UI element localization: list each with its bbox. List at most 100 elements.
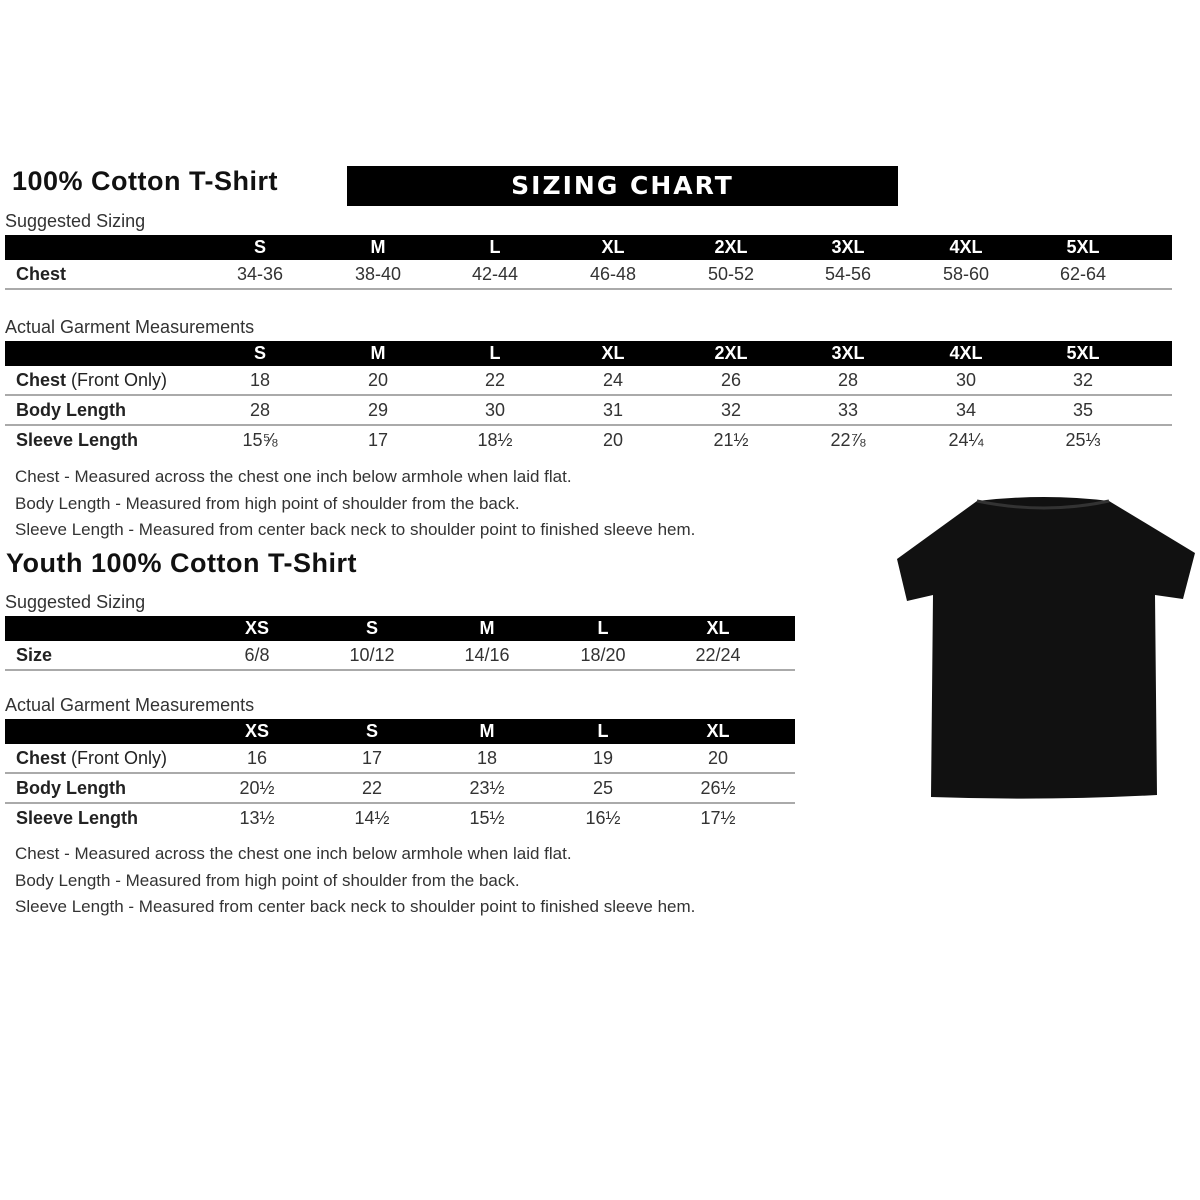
note-chest: Chest - Measured across the chest one in…: [15, 844, 572, 863]
table-row: Chest (Front Only) 16 17 18 19 20: [5, 744, 795, 774]
table-cell: 16: [246, 748, 268, 768]
table-cell: 30: [484, 400, 506, 420]
size-header-xl: XL: [601, 343, 625, 363]
row-label-text: Chest: [16, 370, 67, 390]
table-cell: 14½: [354, 808, 390, 828]
row-label-text: Size: [16, 645, 53, 665]
table-cell: 42-44: [471, 264, 519, 284]
size-header-4xl: 4XL: [949, 343, 983, 363]
size-header-s: S: [365, 721, 379, 741]
table-cell: 28: [249, 400, 271, 420]
table-cell: 16½: [585, 808, 621, 828]
row-label-text: Chest: [16, 748, 67, 768]
youth-notes: Chest - Measured across the chest one in…: [15, 841, 695, 921]
row-label: Chest: [16, 260, 66, 288]
row-label-text: Sleeve Length: [16, 808, 139, 828]
adult-actual-table: S M L XL 2XL 3XL 4XL 5XL Chest (Front Only) 18 20 2…: [5, 341, 1172, 454]
adult-notes: Chest - Measured across the chest one in…: [15, 464, 695, 544]
table-cell: 10/12: [349, 645, 395, 665]
table-cell: 17: [367, 430, 389, 450]
size-header-xl: XL: [706, 618, 730, 638]
table-cell: 34-36: [236, 264, 284, 284]
table-cell: 20: [602, 430, 624, 450]
size-header-xl: XL: [601, 237, 625, 257]
size-header-5xl: 5XL: [1066, 343, 1100, 363]
table-cell: 6/8: [244, 645, 270, 665]
table-cell: 13½: [239, 808, 275, 828]
size-header-xs: XS: [244, 721, 270, 741]
table-cell: 18: [476, 748, 498, 768]
table-cell: 22: [484, 370, 506, 390]
table-row: Size 6/8 10/12 14/16 18/20 22/24: [5, 641, 795, 671]
size-header-l: L: [597, 721, 609, 741]
size-header-m: M: [479, 618, 495, 638]
table-cell: 25⅓: [1065, 430, 1101, 450]
table-cell: 15½: [469, 808, 505, 828]
table-cell: 50-52: [707, 264, 755, 284]
table-cell: 14/16: [464, 645, 510, 665]
size-header-4xl: 4XL: [949, 237, 983, 257]
adult-title: 100% Cotton T-Shirt: [12, 166, 279, 196]
table-cell: 34: [955, 400, 977, 420]
note-body-length: Body Length - Measured from high point o…: [15, 493, 520, 513]
adult-suggested-table: S M L XL 2XL 3XL 4XL 5XL Chest 34-36 38-40 42-44 46-…: [5, 235, 1172, 290]
row-label: Body Length: [16, 774, 126, 802]
table-cell: 21½: [713, 430, 749, 450]
row-label: Chest (Front Only): [16, 366, 167, 394]
table-cell: 20: [707, 748, 729, 768]
table-cell: 54-56: [824, 264, 872, 284]
table-cell: 32: [720, 400, 742, 420]
table-cell: 22/24: [695, 645, 741, 665]
row-label-note: (Front Only): [71, 748, 168, 768]
youth-suggested-label: Suggested Sizing: [5, 592, 146, 612]
row-label-text: Sleeve Length: [16, 430, 139, 450]
size-header-l: L: [489, 343, 501, 363]
table-row: Body Length 28 29 30 31 32 33 34 35: [5, 396, 1172, 426]
row-label: Sleeve Length: [16, 804, 138, 832]
row-label-text: Chest: [16, 264, 67, 284]
note-chest: Chest - Measured across the chest one in…: [15, 467, 572, 486]
table-cell: 18/20: [580, 645, 626, 665]
adult-actual-label: Actual Garment Measurements: [5, 317, 255, 337]
note-sleeve-length: Sleeve Length - Measured from center bac…: [15, 520, 696, 539]
row-label-text: Body Length: [16, 400, 126, 420]
size-header-row: XS S M L XL: [5, 616, 795, 641]
row-label-note: (Front Only): [71, 370, 168, 390]
table-cell: 22⅞: [830, 430, 866, 450]
size-header-s: S: [253, 237, 267, 257]
row-label: Body Length: [16, 396, 126, 424]
size-header-m: M: [479, 721, 495, 741]
size-header-3xl: 3XL: [831, 343, 865, 363]
table-cell: 26½: [700, 778, 736, 798]
table-cell: 25: [592, 778, 614, 798]
tshirt-image: [897, 497, 1195, 799]
table-cell: 38-40: [354, 264, 402, 284]
table-cell: 20: [367, 370, 389, 390]
table-row: Body Length 20½ 22 23½ 25 26½: [5, 774, 795, 804]
size-header-5xl: 5XL: [1066, 237, 1100, 257]
size-header-s: S: [365, 618, 379, 638]
table-cell: 24: [602, 370, 624, 390]
table-cell: 32: [1072, 370, 1094, 390]
table-cell: 28: [837, 370, 859, 390]
size-header-m: M: [370, 343, 386, 363]
table-cell: 18: [249, 370, 271, 390]
table-cell: 19: [592, 748, 614, 768]
table-row: Chest (Front Only) 18 20 22 24 26 28 30 32: [5, 366, 1172, 396]
note-body-length: Body Length - Measured from high point o…: [15, 870, 520, 890]
adult-suggested-label: Suggested Sizing: [5, 211, 146, 231]
size-header-s: S: [253, 343, 267, 363]
table-cell: 18½: [477, 430, 513, 450]
note-sleeve-length: Sleeve Length - Measured from center bac…: [15, 897, 696, 916]
table-row: Sleeve Length 13½ 14½ 15½ 16½ 17½: [5, 804, 795, 832]
size-header-3xl: 3XL: [831, 237, 865, 257]
table-cell: 31: [602, 400, 624, 420]
size-header-xs: XS: [244, 618, 270, 638]
row-label-text: Body Length: [16, 778, 126, 798]
table-cell: 33: [837, 400, 859, 420]
size-header-row: S M L XL 2XL 3XL 4XL 5XL: [5, 341, 1172, 366]
table-cell: 22: [361, 778, 383, 798]
size-header-2xl: 2XL: [714, 237, 748, 257]
youth-title: Youth 100% Cotton T-Shirt: [6, 548, 357, 578]
table-cell: 24¼: [948, 430, 984, 450]
